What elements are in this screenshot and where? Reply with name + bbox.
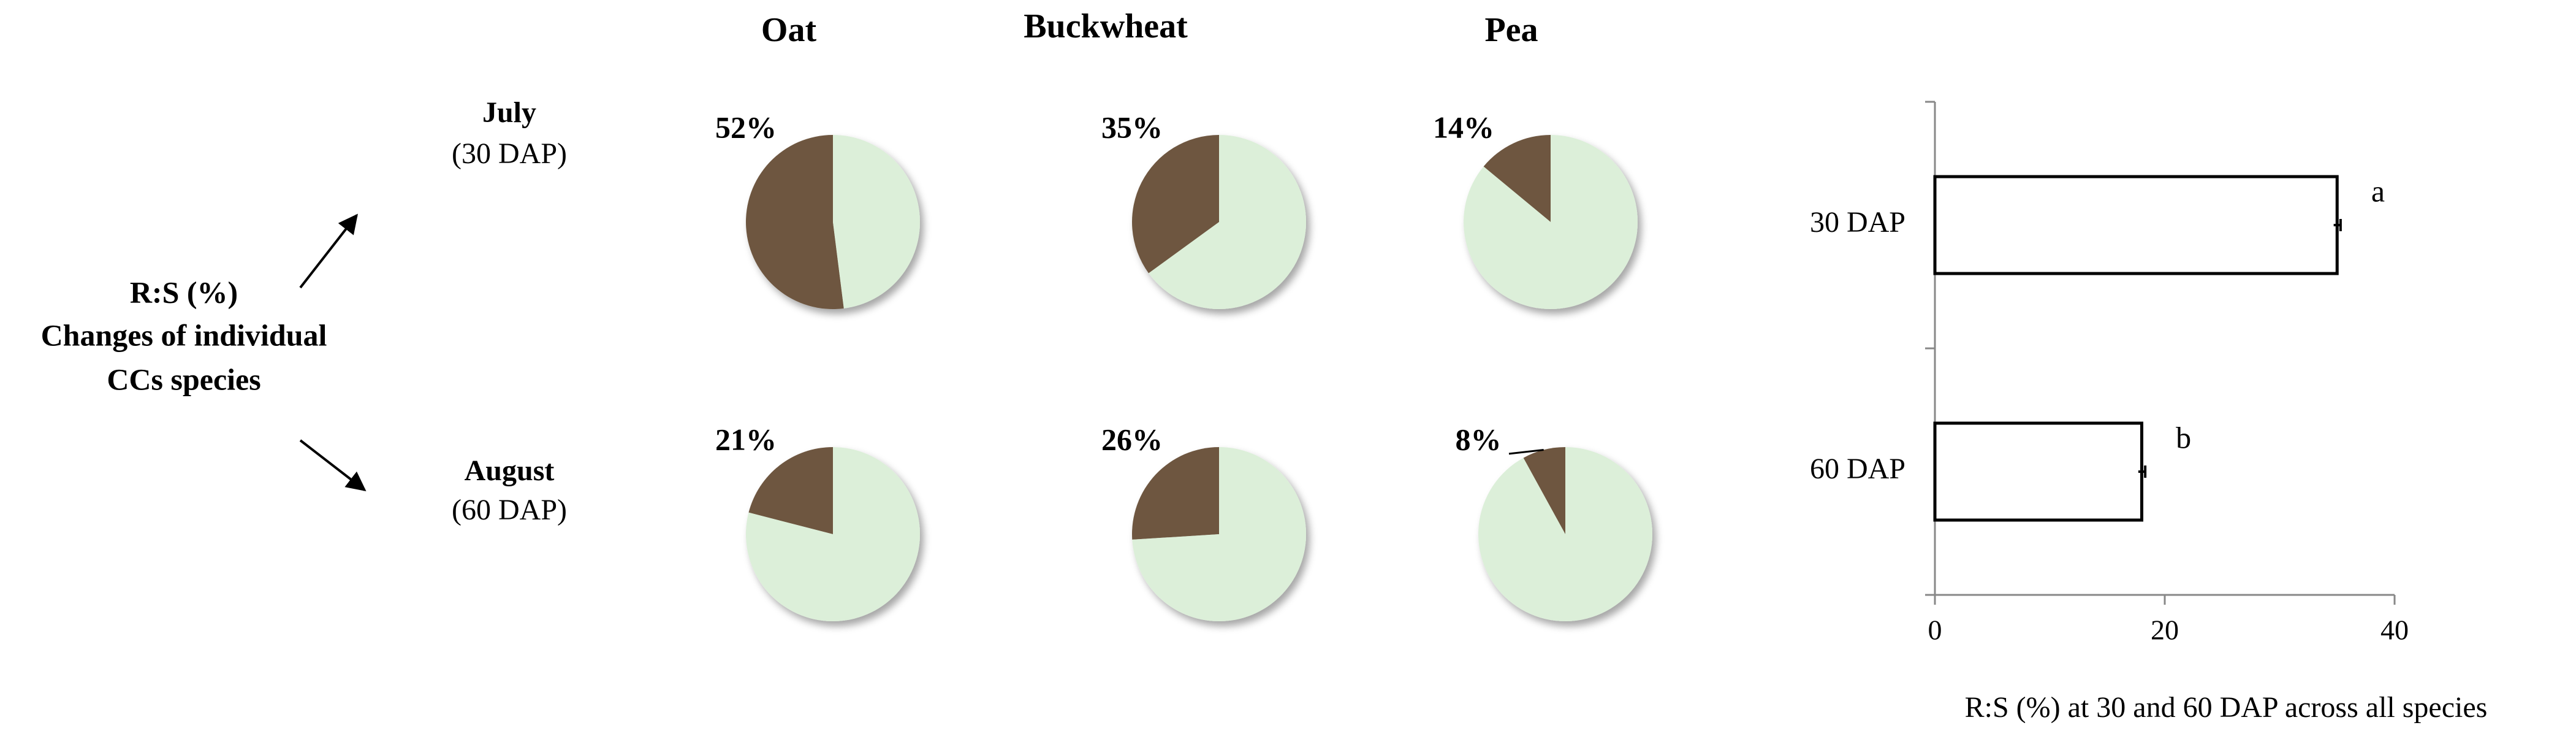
column-header: Oat: [761, 11, 817, 49]
arrow: [299, 439, 367, 491]
column-header: Buckwheat: [1024, 7, 1188, 45]
y-tick-label: 60 DAP: [1810, 453, 1905, 485]
pie: [1131, 447, 1306, 622]
column-header: Pea: [1484, 11, 1538, 49]
bar: [1933, 175, 2339, 275]
pie-slice: [1523, 447, 1565, 534]
pie-slice: [746, 447, 920, 621]
bar: [1933, 421, 2143, 522]
pie-label: 21%: [715, 422, 777, 456]
annotation: b: [2176, 420, 2191, 454]
pie: [1478, 447, 1652, 621]
x-tick-label: 40: [2380, 615, 2409, 646]
y-tick-label: 30 DAP: [1810, 206, 1905, 239]
x-tick-label: 0: [1928, 615, 1942, 646]
pie-label: 14%: [1433, 110, 1494, 144]
row-labels: July (30 DAP) August (60 DAP): [452, 96, 567, 526]
row-label: August: [465, 454, 555, 487]
arrow: [299, 213, 358, 289]
column-headers: Oat Buckwheat Pea: [761, 7, 1538, 49]
title-line: CCs species: [107, 362, 260, 396]
pie-slice: [1149, 135, 1306, 309]
pie-label: 35%: [1101, 110, 1163, 144]
annotation: a: [2371, 174, 2385, 208]
pie-label: 52%: [715, 110, 777, 144]
pie-slice: [1483, 135, 1551, 222]
title-line: Changes of individual: [41, 318, 327, 352]
pie: [746, 135, 921, 310]
left-label: R:S (%) Changes of individual CCs specie…: [41, 275, 327, 396]
title-line: R:S (%): [130, 275, 238, 309]
row-sublabel: (60 DAP): [452, 494, 567, 526]
pie-label: 26%: [1101, 422, 1163, 456]
pie-label: 8%: [1456, 422, 1502, 456]
x-tick-label: 20: [2151, 615, 2179, 646]
pie: [746, 447, 920, 621]
pie: [1132, 135, 1306, 309]
pie-slice: [1478, 447, 1652, 621]
error-bar: [2333, 219, 2342, 231]
x-axis-label: R:S (%) at 30 and 60 DAP across all spec…: [1965, 691, 2488, 724]
pie-slice: [1464, 134, 1638, 309]
pie-slice: [1132, 135, 1219, 274]
pie: [1464, 134, 1638, 309]
pie-slice: [1131, 447, 1219, 540]
error-bar: [2138, 465, 2147, 478]
row-sublabel: (30 DAP): [452, 137, 567, 170]
leader-line: [1508, 448, 1544, 455]
pie-slice: [746, 135, 844, 310]
row-label: July: [482, 96, 536, 129]
pie-slice: [748, 447, 833, 534]
pie-slice: [1132, 447, 1306, 622]
pie-slice: [833, 135, 921, 308]
